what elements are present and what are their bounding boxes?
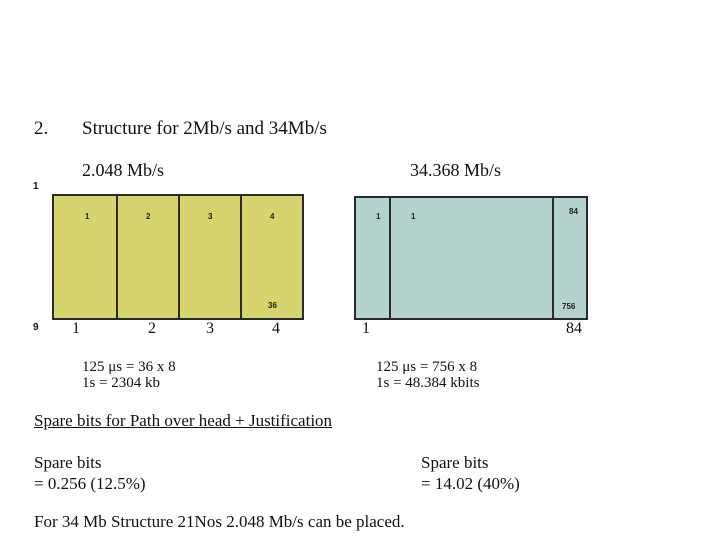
- section-number: 2.: [34, 118, 49, 139]
- right-rate-label: 34.368 Mb/s: [410, 160, 502, 180]
- left-calc-line2: 1s = 2304 kb: [82, 375, 161, 391]
- right-axis-end: 84: [566, 320, 582, 337]
- column-label-4: 4: [270, 212, 275, 221]
- frame-2mbps: 1 2 3 4 36: [52, 194, 304, 320]
- spare-right-label: Spare bits: [421, 453, 489, 472]
- footer-note: For 34 Mb Structure 21Nos 2.048 Mb/s can…: [34, 512, 405, 531]
- left-calc-line1: 125 μs = 36 x 8: [82, 359, 176, 375]
- axis-label-1: 1: [72, 320, 80, 337]
- column-label-2: 2: [146, 212, 151, 221]
- spare-right-value: = 14.02 (40%): [421, 474, 520, 493]
- section-heading: 2. Structure for 2Mb/s and 34Mb/s: [34, 118, 327, 140]
- section-title: Structure for 2Mb/s and 34Mb/s: [82, 118, 327, 139]
- right-calc-line1: 125 μs = 756 x 8: [376, 359, 478, 375]
- column-divider: [389, 198, 391, 318]
- right-col1-label: 1: [376, 212, 381, 221]
- column-divider: [552, 198, 554, 318]
- right-col3-bottom-label: 756: [562, 302, 576, 311]
- right-calc-line2: 1s = 48.384 kbits: [376, 375, 480, 391]
- right-col3-top-label: 84: [569, 207, 578, 216]
- axis-label-4: 4: [272, 320, 280, 337]
- left-rate-label: 2.048 Mb/s: [82, 160, 165, 180]
- right-axis-start: 1: [362, 320, 370, 337]
- right-col2-label: 1: [411, 212, 416, 221]
- axis-label-3: 3: [206, 320, 214, 337]
- column-divider: [116, 196, 118, 318]
- axis-label-2: 2: [148, 320, 156, 337]
- column-label-1: 1: [85, 212, 90, 221]
- frame-34mbps: 1 1 84 756: [354, 196, 588, 320]
- spare-bits-heading: Spare bits for Path over head + Justific…: [34, 411, 333, 430]
- row-end-label: 9: [33, 322, 39, 333]
- spare-left-label: Spare bits: [34, 453, 102, 472]
- column-divider: [240, 196, 242, 318]
- spare-left-value: = 0.256 (12.5%): [34, 474, 146, 493]
- column-label-3: 3: [208, 212, 213, 221]
- bottom-inner-label: 36: [268, 301, 277, 310]
- column-divider: [178, 196, 180, 318]
- row-start-label: 1: [33, 181, 39, 192]
